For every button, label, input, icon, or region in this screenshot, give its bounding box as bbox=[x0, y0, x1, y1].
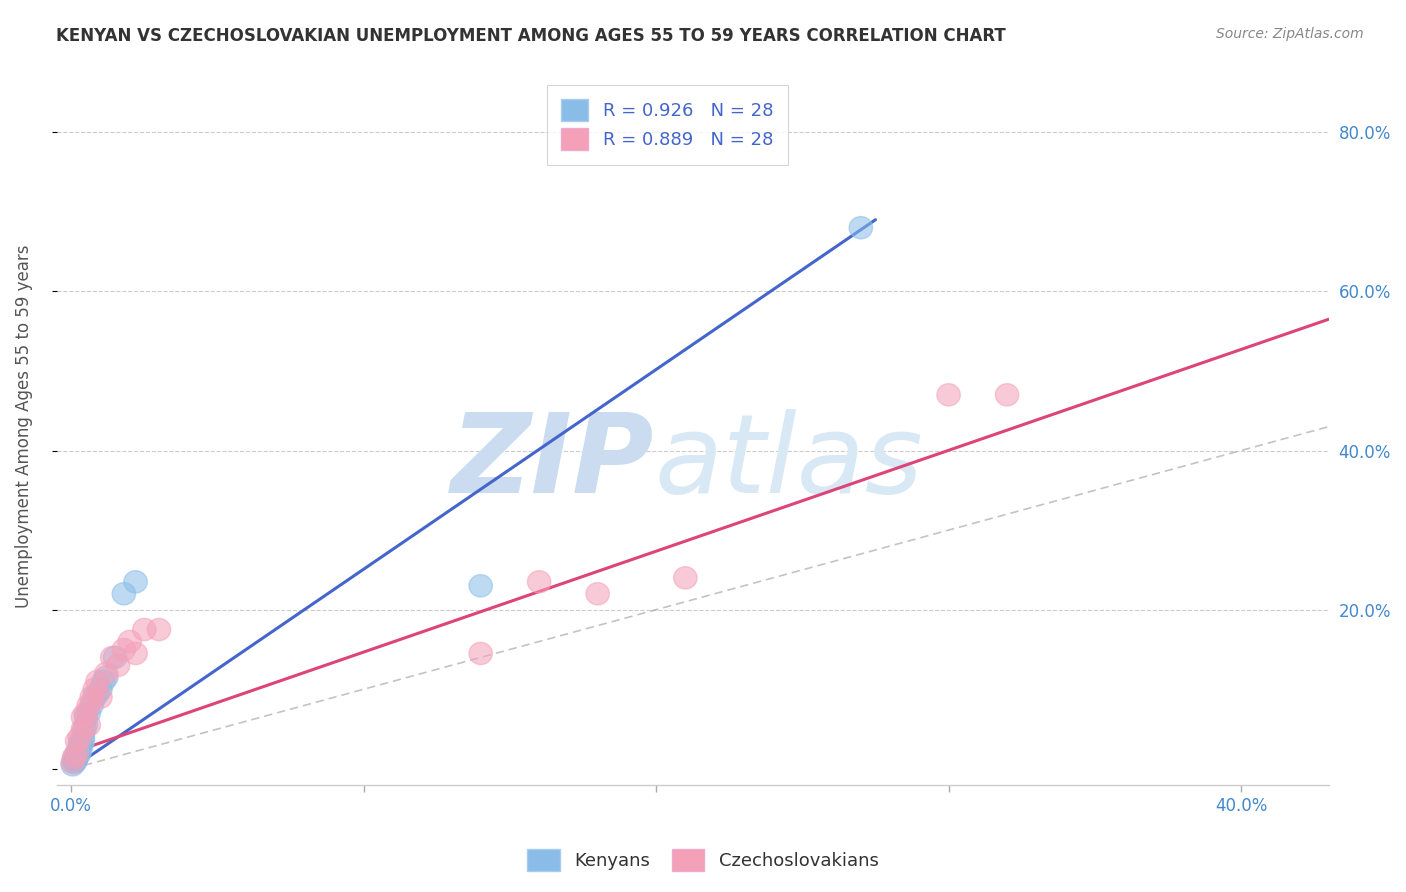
Ellipse shape bbox=[75, 702, 97, 724]
Ellipse shape bbox=[527, 571, 551, 593]
Ellipse shape bbox=[73, 718, 96, 740]
Ellipse shape bbox=[470, 642, 492, 665]
Ellipse shape bbox=[586, 582, 609, 605]
Ellipse shape bbox=[124, 571, 148, 593]
Ellipse shape bbox=[66, 742, 89, 764]
Ellipse shape bbox=[69, 732, 91, 755]
Legend: Kenyans, Czechoslovakians: Kenyans, Czechoslovakians bbox=[520, 842, 886, 879]
Ellipse shape bbox=[86, 670, 110, 692]
Ellipse shape bbox=[995, 384, 1019, 406]
Ellipse shape bbox=[75, 706, 97, 728]
Ellipse shape bbox=[72, 706, 94, 728]
Ellipse shape bbox=[89, 686, 112, 708]
Ellipse shape bbox=[60, 754, 84, 776]
Ellipse shape bbox=[77, 714, 100, 736]
Ellipse shape bbox=[124, 642, 148, 665]
Ellipse shape bbox=[62, 748, 86, 771]
Ellipse shape bbox=[86, 682, 110, 705]
Text: ZIP: ZIP bbox=[451, 409, 655, 516]
Ellipse shape bbox=[77, 702, 100, 724]
Ellipse shape bbox=[673, 566, 697, 589]
Ellipse shape bbox=[77, 694, 100, 716]
Ellipse shape bbox=[62, 751, 86, 773]
Ellipse shape bbox=[112, 639, 135, 661]
Text: KENYAN VS CZECHOSLOVAKIAN UNEMPLOYMENT AMONG AGES 55 TO 59 YEARS CORRELATION CHA: KENYAN VS CZECHOSLOVAKIAN UNEMPLOYMENT A… bbox=[56, 27, 1005, 45]
Ellipse shape bbox=[83, 678, 107, 700]
Ellipse shape bbox=[72, 726, 94, 748]
Ellipse shape bbox=[66, 746, 89, 768]
Ellipse shape bbox=[91, 670, 115, 692]
Ellipse shape bbox=[72, 730, 94, 752]
Ellipse shape bbox=[94, 666, 118, 689]
Ellipse shape bbox=[89, 678, 112, 700]
Text: atlas: atlas bbox=[655, 409, 924, 516]
Ellipse shape bbox=[80, 694, 104, 716]
Ellipse shape bbox=[83, 686, 107, 708]
Ellipse shape bbox=[66, 742, 89, 764]
Ellipse shape bbox=[936, 384, 960, 406]
Ellipse shape bbox=[60, 751, 84, 773]
Ellipse shape bbox=[62, 746, 86, 768]
Ellipse shape bbox=[132, 618, 156, 640]
Ellipse shape bbox=[100, 647, 124, 669]
Ellipse shape bbox=[112, 582, 135, 605]
Ellipse shape bbox=[470, 574, 492, 597]
Ellipse shape bbox=[107, 654, 129, 676]
Ellipse shape bbox=[80, 686, 104, 708]
Legend: R = 0.926   N = 28, R = 0.889   N = 28: R = 0.926 N = 28, R = 0.889 N = 28 bbox=[547, 85, 787, 165]
Ellipse shape bbox=[148, 618, 170, 640]
Ellipse shape bbox=[70, 734, 93, 756]
Ellipse shape bbox=[75, 714, 97, 736]
Ellipse shape bbox=[849, 217, 873, 239]
Ellipse shape bbox=[104, 647, 127, 669]
Text: Source: ZipAtlas.com: Source: ZipAtlas.com bbox=[1216, 27, 1364, 41]
Ellipse shape bbox=[66, 730, 89, 752]
Ellipse shape bbox=[69, 726, 91, 748]
Ellipse shape bbox=[69, 740, 91, 763]
Ellipse shape bbox=[72, 718, 94, 740]
Y-axis label: Unemployment Among Ages 55 to 59 years: Unemployment Among Ages 55 to 59 years bbox=[15, 245, 32, 608]
Ellipse shape bbox=[67, 743, 90, 765]
Ellipse shape bbox=[69, 735, 91, 757]
Ellipse shape bbox=[94, 662, 118, 684]
Ellipse shape bbox=[118, 631, 142, 653]
Ellipse shape bbox=[63, 750, 87, 772]
